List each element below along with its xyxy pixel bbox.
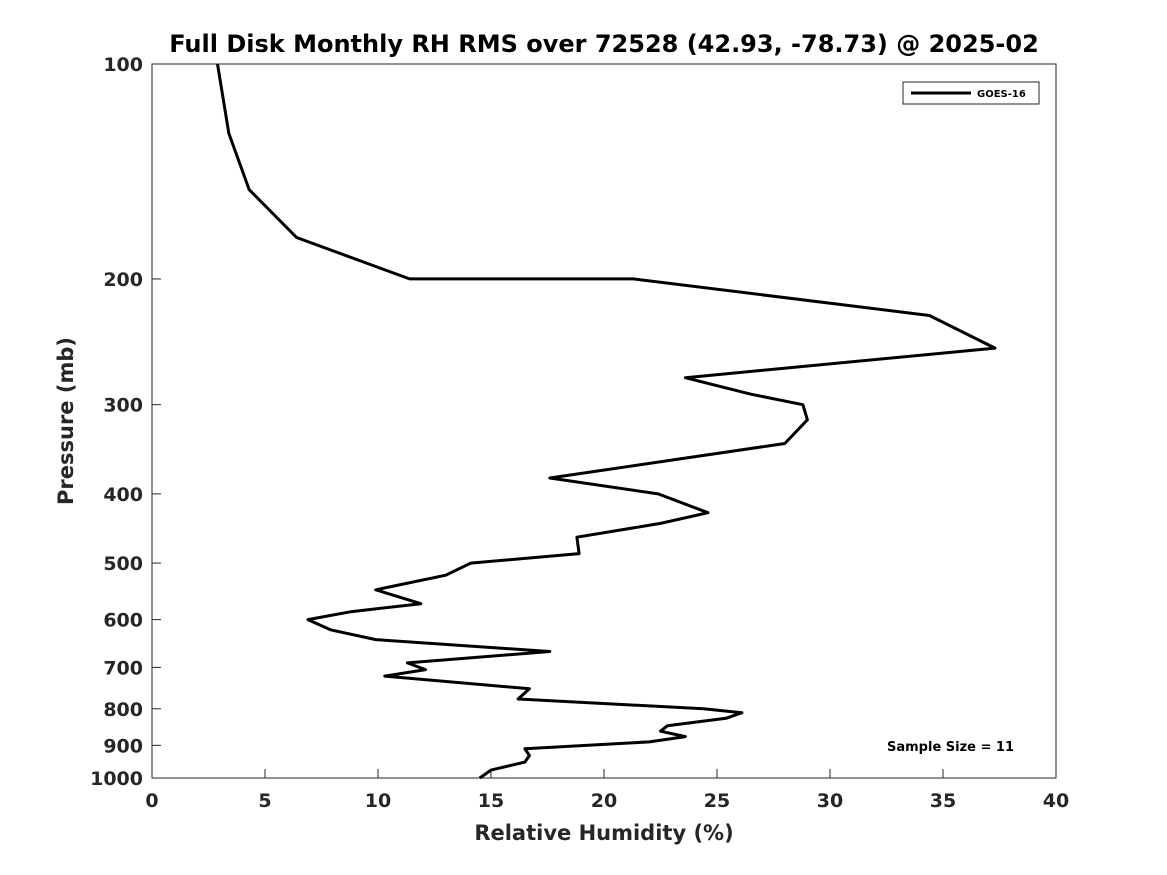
x-tick-label: 0 [145,790,158,812]
y-tick-label: 100 [103,54,143,76]
x-axis: 0 5 10 15 20 25 30 35 40 [145,769,1069,812]
y-tick-label: 200 [103,269,143,291]
plot-area [151,63,1057,779]
y-tick-label: 500 [103,553,143,575]
y-tick-label: 900 [103,735,143,757]
y-tick-label: 300 [103,395,143,417]
chart-title: Full Disk Monthly RH RMS over 72528 (42.… [169,30,1039,58]
legend: GOES-16 [902,81,1040,105]
y-axis-label: Pressure (mb) [54,337,78,505]
legend-entry-goes-16: GOES-16 [977,89,1026,100]
x-tick-label: 20 [591,790,617,812]
y-tick-label: 400 [103,484,143,506]
x-tick-label: 5 [258,790,271,812]
y-tick-label: 600 [103,610,143,632]
y-tick-label: 1000 [90,768,143,790]
y-tick-label: 700 [103,657,143,679]
series-line-goes-16 [216,63,997,780]
x-tick-label: 40 [1043,790,1069,812]
x-axis-label: Relative Humidity (%) [474,821,733,845]
x-tick-label: 15 [478,790,504,812]
y-axis: 100 200 300 400 500 600 700 800 900 1000 [90,54,161,790]
x-tick-label: 25 [704,790,730,812]
x-tick-label: 10 [365,790,391,812]
x-tick-label: 30 [817,790,843,812]
y-tick-label: 800 [103,699,143,721]
sample-size-annotation: Sample Size = 11 [887,740,1014,755]
x-tick-label: 35 [930,790,956,812]
